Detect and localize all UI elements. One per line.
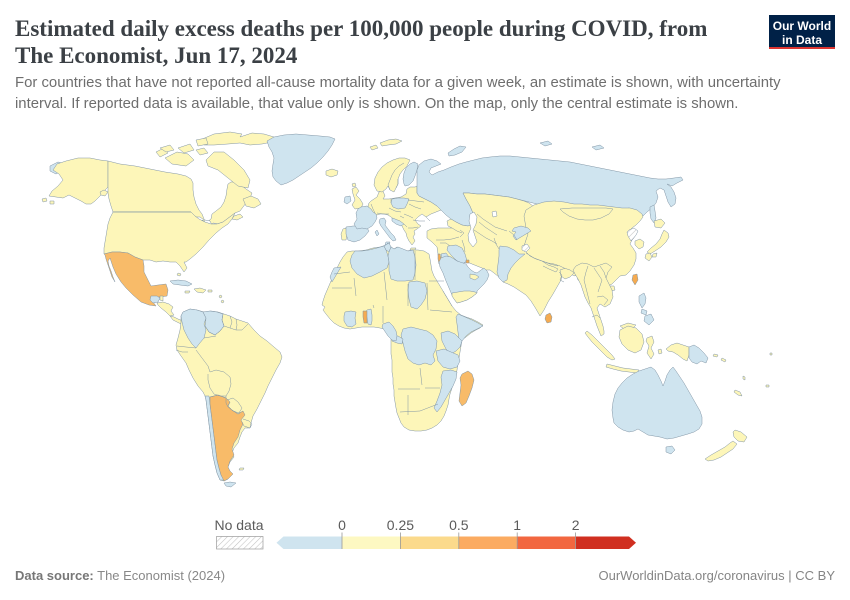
svg-text:0.5: 0.5: [449, 517, 469, 533]
svg-text:0.25: 0.25: [387, 517, 414, 533]
svg-text:2: 2: [572, 517, 580, 533]
svg-text:0: 0: [338, 517, 346, 533]
svg-text:1: 1: [513, 517, 521, 533]
svg-text:No data: No data: [214, 517, 263, 533]
